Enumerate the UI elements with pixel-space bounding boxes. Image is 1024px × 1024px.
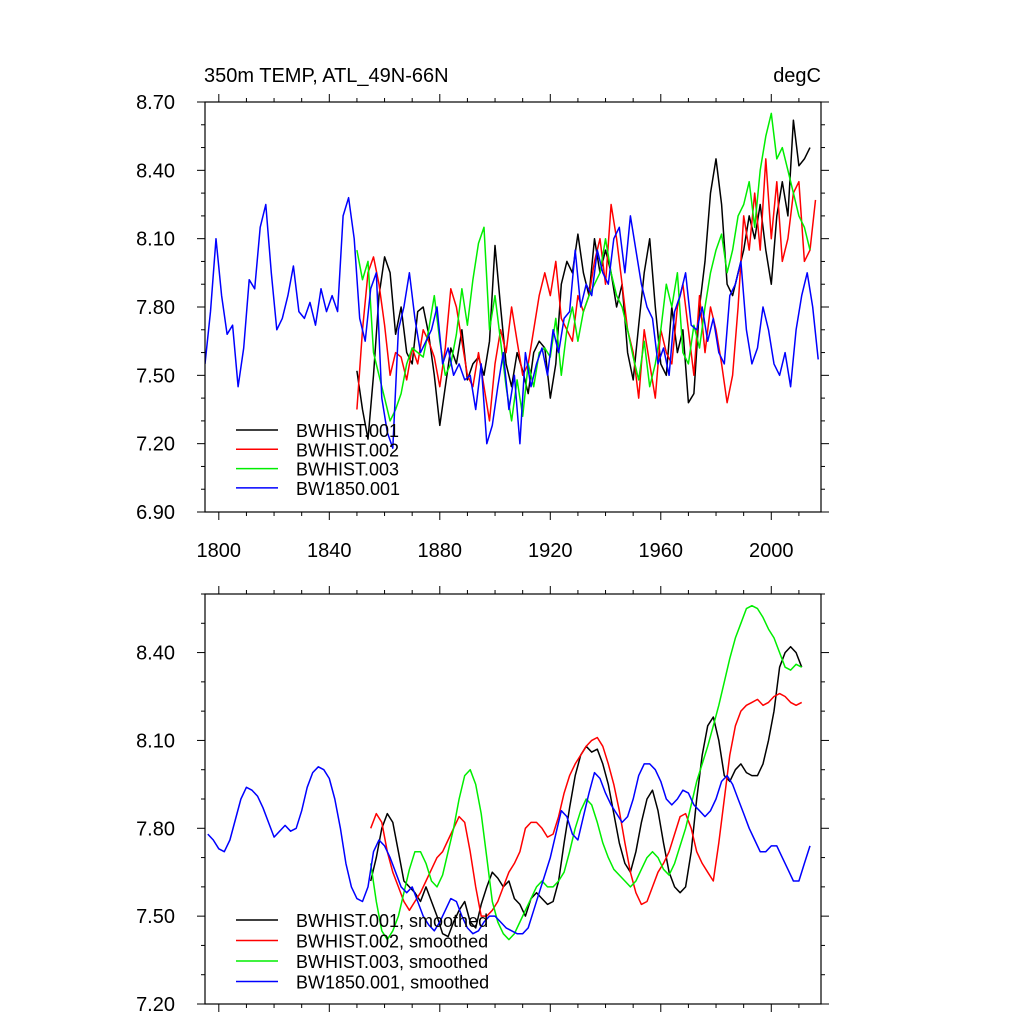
y-tick-label: 7.80 — [136, 297, 175, 319]
legend-label: BWHIST.003 — [296, 460, 399, 480]
series-line-4 — [205, 196, 819, 449]
series-line-4 — [207, 763, 811, 935]
x-tick-label: 1800 — [197, 540, 242, 562]
y-tick-label: 7.20 — [136, 434, 175, 456]
bottom-panel: 7.20 7.50 7.80 8.10 8.40 BWHIST.001, smoothed… — [136, 586, 829, 1016]
y-tick-label: 7.20 — [136, 994, 175, 1016]
y-tick-label: 8.70 — [136, 92, 175, 114]
x-tick-label: 1920 — [528, 540, 573, 562]
y-tick-label: 8.40 — [136, 643, 175, 665]
y-tick-label: 8.10 — [136, 730, 175, 752]
units-label: degC — [773, 65, 821, 87]
series-line-2 — [356, 158, 817, 422]
series-line-3 — [356, 112, 811, 422]
x-tick-label: 2000 — [749, 540, 794, 562]
series-line-1 — [369, 645, 803, 938]
chart-title: 350m TEMP, ATL_49N-66N — [204, 65, 449, 87]
legend-label: BWHIST.001 — [296, 421, 399, 441]
top-panel: 350m TEMP, ATL_49N-66N degC 1800 1840 1880… — [136, 65, 829, 562]
legend-label: BWHIST.002 — [296, 440, 399, 460]
y-tick-label: 7.50 — [136, 365, 175, 387]
legend-label: BWHIST.002, smoothed — [296, 932, 488, 952]
y-tick-label: 8.40 — [136, 160, 175, 182]
legend-label: BWHIST.003, smoothed — [296, 952, 488, 972]
y-tick-label: 7.80 — [136, 818, 175, 840]
x-tick-label: 1840 — [307, 540, 352, 562]
legend-label: BW1850.001 — [296, 479, 400, 499]
series-line-3 — [369, 604, 803, 941]
legend-label: BW1850.001, smoothed — [296, 973, 489, 993]
legend-label: BWHIST.001, smoothed — [296, 911, 488, 931]
x-tick-label: 1960 — [639, 540, 684, 562]
series-line-1 — [356, 119, 811, 440]
series-line-2 — [369, 692, 803, 917]
x-tick-label: 1880 — [418, 540, 463, 562]
y-tick-label: 8.10 — [136, 229, 175, 251]
y-tick-label: 6.90 — [136, 502, 175, 524]
y-tick-label: 7.50 — [136, 906, 175, 928]
